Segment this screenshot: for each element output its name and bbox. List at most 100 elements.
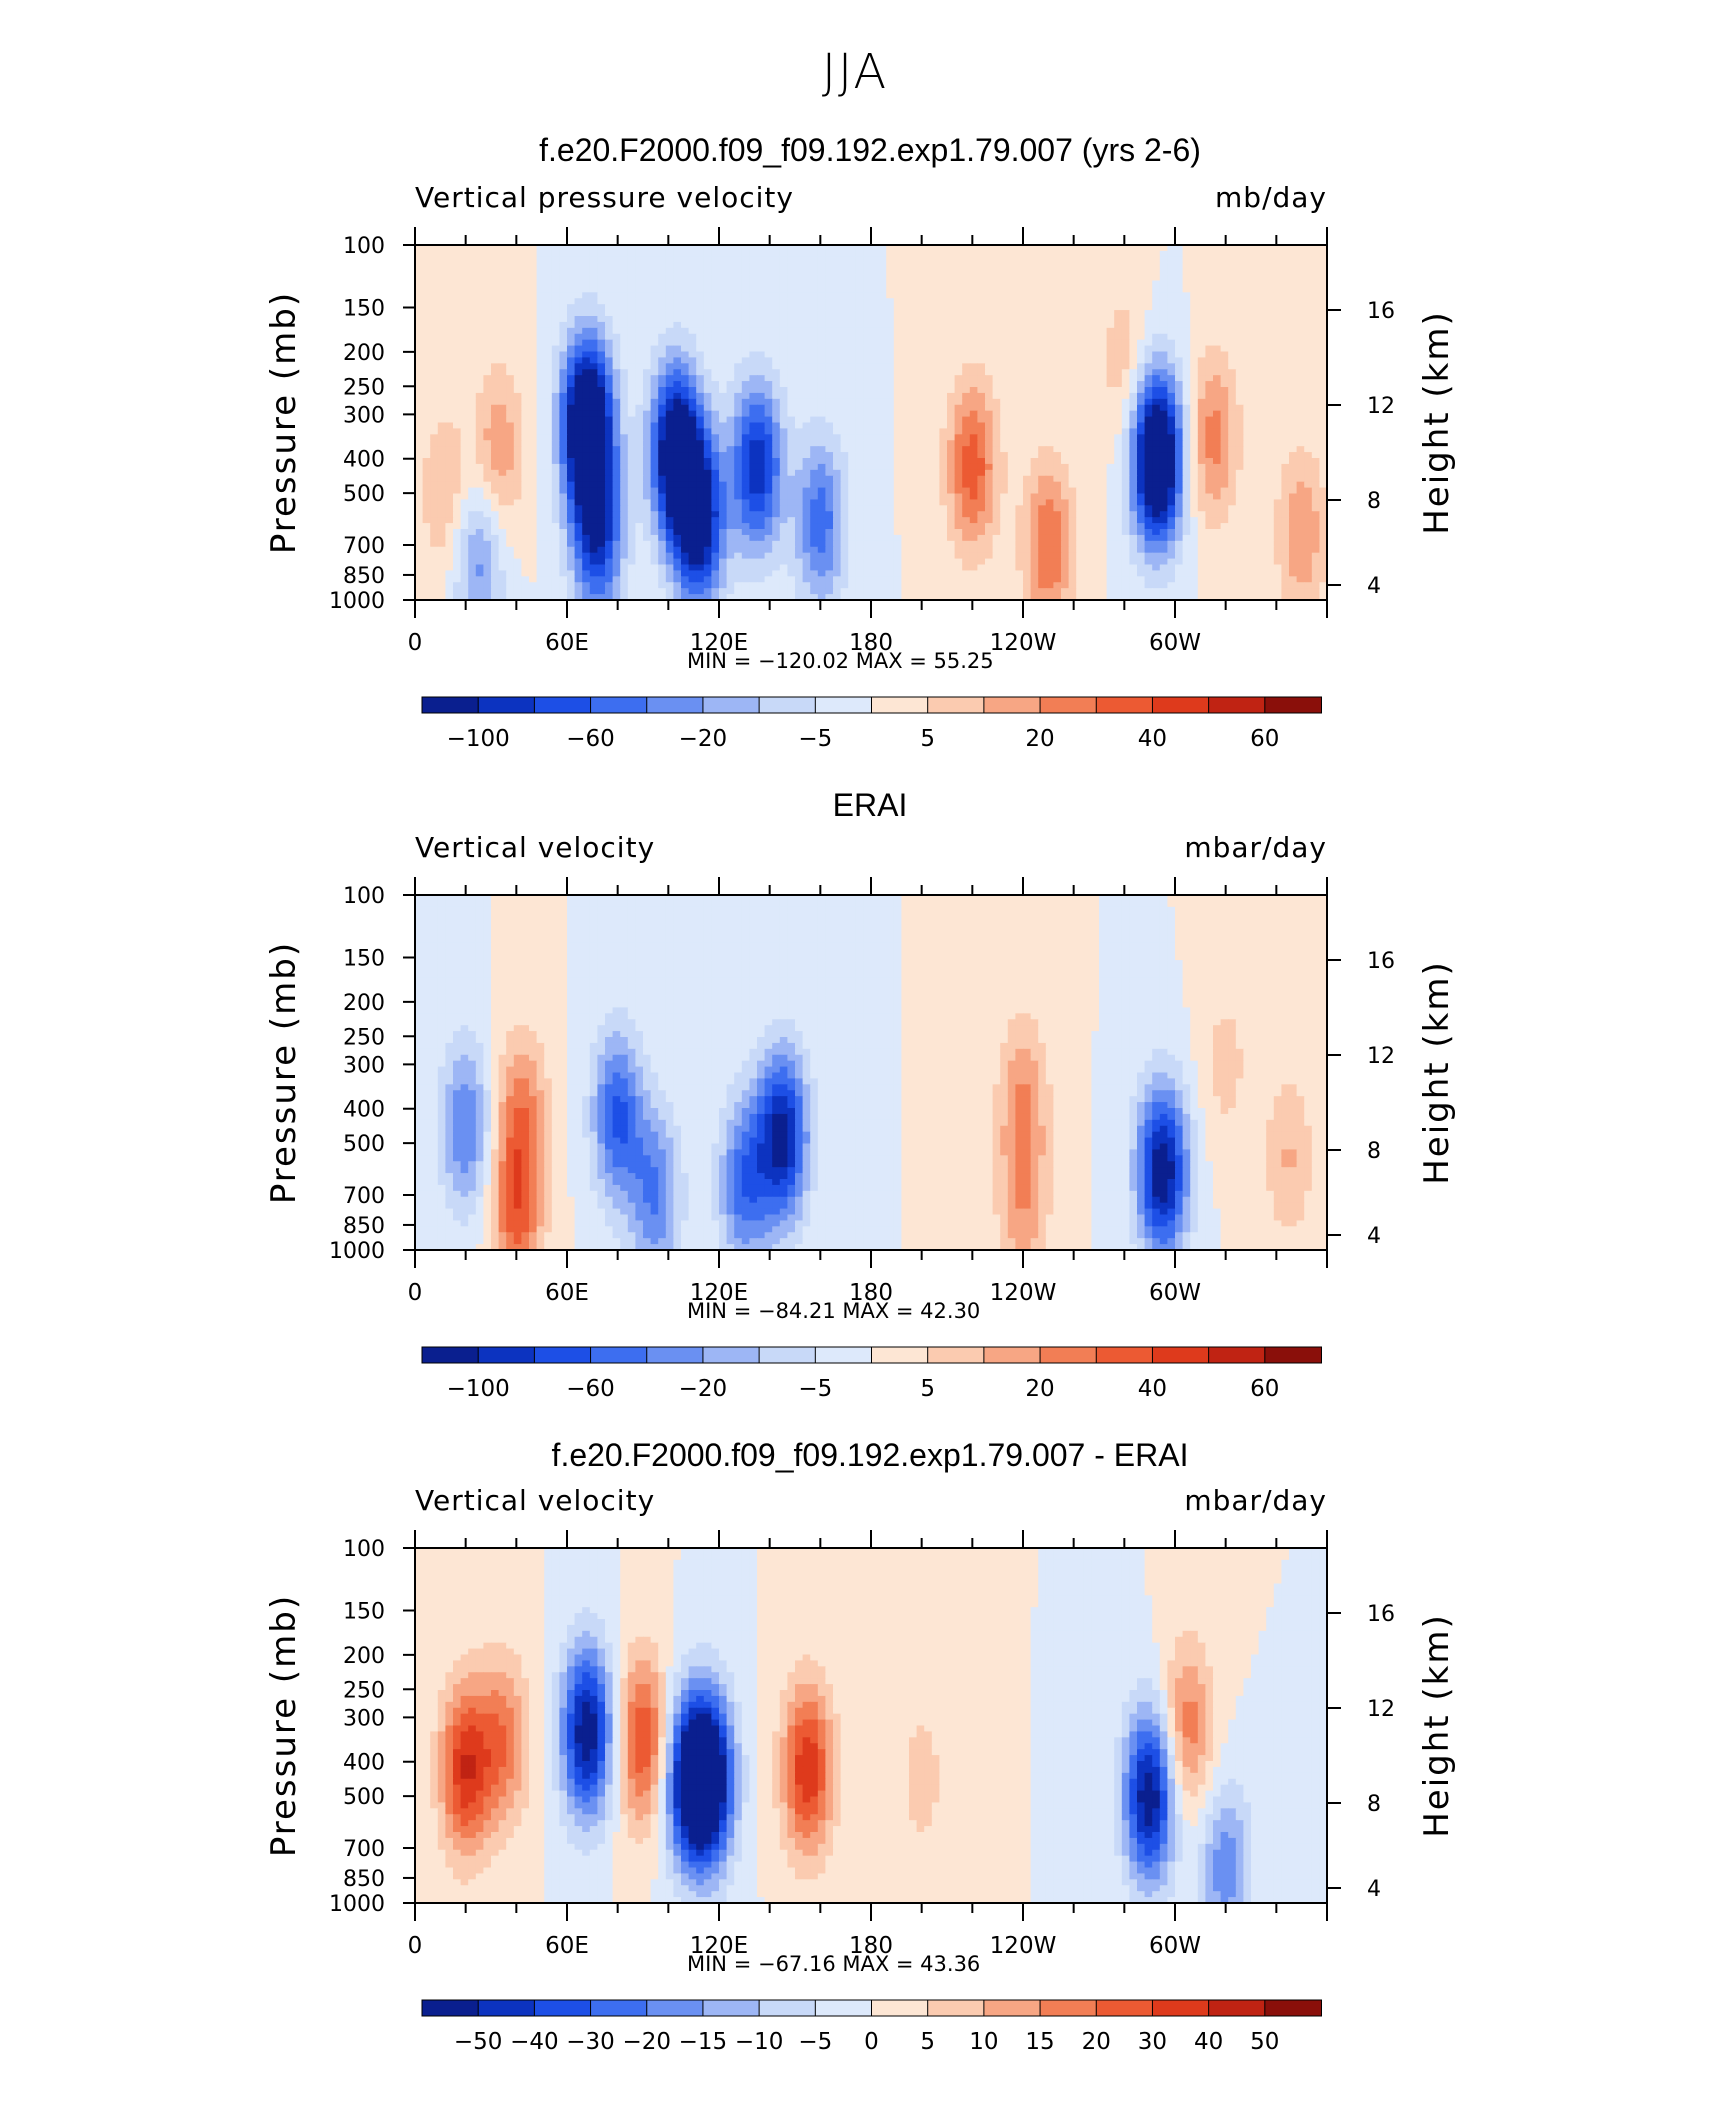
y-tick-label: 850 — [343, 564, 385, 589]
colorbar-label: −40 — [510, 2029, 559, 2055]
colorbar-label: 0 — [864, 2029, 879, 2055]
field-name-label: Vertical velocity — [415, 1488, 655, 1517]
colorbar-swatch — [647, 2000, 704, 2016]
y-right-axis-label: Height (km) — [1417, 1613, 1457, 1838]
colorbar-label: 40 — [1138, 1376, 1167, 1402]
field-name-label: Vertical velocity — [415, 835, 655, 864]
y-tick-label: 250 — [343, 1678, 385, 1703]
colorbar-label: 20 — [1025, 726, 1054, 752]
colorbar-label: 20 — [1025, 1376, 1054, 1402]
y-tick-label: 850 — [343, 1214, 385, 1239]
y-right-tick-label: 16 — [1367, 299, 1395, 324]
y-tick-label: 100 — [343, 884, 385, 909]
colorbar-swatch — [984, 1347, 1041, 1363]
colorbar-label: −5 — [798, 2029, 832, 2055]
y-tick-label: 200 — [343, 991, 385, 1016]
colorbar-swatch — [872, 697, 929, 713]
units-label: mb/day — [1215, 185, 1327, 214]
colorbar-swatch — [422, 1347, 479, 1363]
y-tick-label: 400 — [343, 1751, 385, 1776]
y-tick-label: 300 — [343, 1706, 385, 1731]
colorbar-label: 15 — [1025, 2029, 1054, 2055]
x-tick-label: 120W — [990, 630, 1057, 656]
x-tick-label: 60E — [545, 1280, 589, 1306]
y-tick-label: 700 — [343, 1837, 385, 1862]
x-tick-label: 120W — [990, 1933, 1057, 1959]
min-max-stats: MIN = −67.16 MAX = 43.36 — [687, 1952, 980, 1976]
y-axis-label: Pressure (mb) — [264, 291, 304, 554]
colorbar-swatch — [759, 697, 816, 713]
y-tick-label: 500 — [343, 1785, 385, 1810]
x-tick-label: 60E — [545, 1933, 589, 1959]
x-tick-label: 60E — [545, 630, 589, 656]
min-max-stats: MIN = −120.02 MAX = 55.25 — [687, 649, 994, 673]
x-tick-label: 0 — [408, 1933, 423, 1959]
contour-field — [415, 1548, 1328, 1904]
colorbar-swatch — [647, 1347, 704, 1363]
colorbar-swatch — [1040, 1347, 1097, 1363]
colorbar-swatch — [1265, 1347, 1322, 1363]
colorbar-label: −15 — [679, 2029, 728, 2055]
y-tick-label: 400 — [343, 1098, 385, 1123]
panel-1-title: f.e20.F2000.f09_f09.192.exp1.79.007 (yrs… — [0, 132, 1710, 169]
y-tick-label: 700 — [343, 1184, 385, 1209]
colorbar-swatch — [1040, 697, 1097, 713]
colorbar-label: −30 — [566, 2029, 615, 2055]
panel-2-title: ERAI — [0, 787, 1710, 824]
colorbar-swatch — [1040, 2000, 1097, 2016]
y-tick-label: 150 — [343, 947, 385, 972]
colorbar-swatch — [1152, 697, 1209, 713]
min-max-stats: MIN = −84.21 MAX = 42.30 — [687, 1299, 980, 1323]
units-label: mbar/day — [1184, 835, 1327, 864]
y-tick-label: 150 — [343, 1600, 385, 1625]
colorbar-swatch — [815, 2000, 872, 2016]
colorbar-label: 30 — [1138, 2029, 1167, 2055]
colorbar-label: −20 — [679, 1376, 728, 1402]
y-right-tick-label: 8 — [1367, 1139, 1381, 1164]
colorbar — [422, 1347, 1322, 1363]
colorbar-swatch — [1265, 2000, 1322, 2016]
y-right-tick-label: 8 — [1367, 1792, 1381, 1817]
y-tick-label: 850 — [343, 1867, 385, 1892]
colorbar-swatch — [984, 2000, 1041, 2016]
colorbar-swatch — [1152, 2000, 1209, 2016]
contour-field — [415, 245, 1328, 601]
y-right-tick-label: 16 — [1367, 949, 1395, 974]
colorbar-swatch — [815, 1347, 872, 1363]
y-right-axis-label: Height (km) — [1417, 310, 1457, 535]
colorbar-label: 60 — [1250, 726, 1279, 752]
y-right-tick-label: 12 — [1367, 1697, 1395, 1722]
colorbar-swatch — [703, 1347, 760, 1363]
x-tick-label: 0 — [408, 630, 423, 656]
y-right-tick-label: 12 — [1367, 1044, 1395, 1069]
colorbar-swatch — [478, 1347, 535, 1363]
colorbar-swatch — [1096, 2000, 1153, 2016]
colorbar-swatch — [591, 1347, 648, 1363]
x-tick-label: 120W — [990, 1280, 1057, 1306]
colorbar-swatch — [872, 2000, 929, 2016]
y-tick-label: 150 — [343, 297, 385, 322]
colorbar-swatch — [591, 2000, 648, 2016]
colorbar-label: 10 — [969, 2029, 998, 2055]
colorbar-label: −5 — [798, 726, 832, 752]
y-right-tick-label: 4 — [1367, 1224, 1381, 1249]
colorbar-swatch — [759, 1347, 816, 1363]
colorbar-label: 5 — [920, 1376, 935, 1402]
colorbar-swatch — [478, 697, 535, 713]
colorbar-label: 50 — [1250, 2029, 1279, 2055]
colorbar-swatch — [422, 697, 479, 713]
colorbar-label: 40 — [1138, 726, 1167, 752]
y-axis-label: Pressure (mb) — [264, 941, 304, 1204]
colorbar-swatch — [422, 2000, 479, 2016]
y-right-tick-label: 4 — [1367, 574, 1381, 599]
colorbar-label: 20 — [1082, 2029, 1111, 2055]
contour-field — [415, 895, 1328, 1251]
colorbar-label: −100 — [447, 726, 510, 752]
colorbar-swatch — [984, 697, 1041, 713]
colorbar-swatch — [1209, 697, 1266, 713]
colorbar-swatch — [534, 1347, 591, 1363]
colorbar-label: 5 — [920, 2029, 935, 2055]
colorbar-label: −100 — [447, 1376, 510, 1402]
